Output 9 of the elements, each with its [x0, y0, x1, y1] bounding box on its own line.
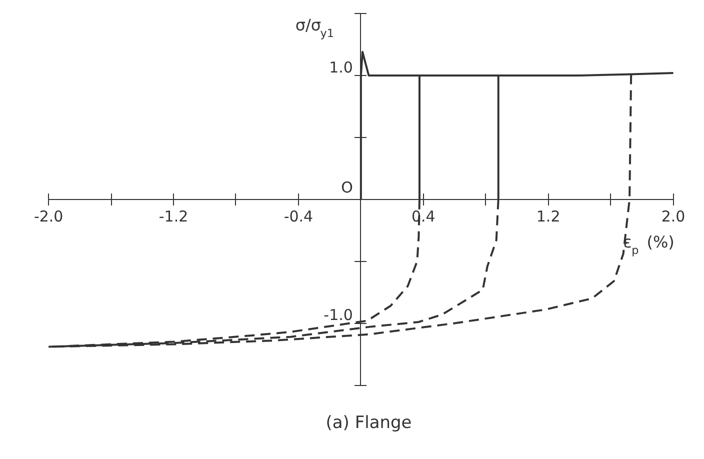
y-tick-label: 1.0: [329, 58, 353, 76]
x-tick-label: -1.2: [158, 207, 188, 226]
text: (a) Flange: [326, 413, 412, 434]
y-tick-label: O: [341, 178, 353, 196]
x-tick-label: -2.0: [34, 207, 64, 226]
x-tick-label: -0.4: [284, 207, 314, 226]
x-tick-label: 2.0: [661, 207, 686, 226]
y-tick-label: -1.0: [324, 306, 353, 324]
x-tick-label: 1.2: [536, 207, 560, 226]
